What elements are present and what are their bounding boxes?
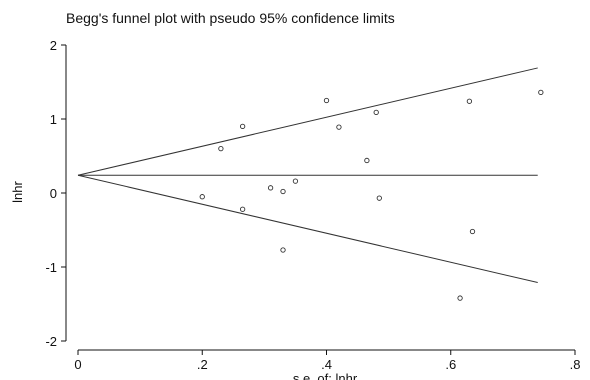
data-point <box>323 97 330 104</box>
confidence-lines <box>77 67 538 284</box>
y-tick-label: 2 <box>50 38 57 53</box>
data-point <box>457 295 463 301</box>
x-tick-label: 0 <box>74 357 81 372</box>
y-axis-label: lnhr <box>10 180 25 202</box>
x-tick-label: .8 <box>570 357 581 372</box>
y-tick-label: 1 <box>50 112 57 127</box>
x-tick-label: .4 <box>321 357 332 372</box>
data-point <box>373 109 379 115</box>
x-tick-label: .2 <box>197 357 208 372</box>
study-points <box>199 89 544 301</box>
data-point <box>280 247 286 253</box>
data-point <box>466 98 473 104</box>
x-axis-label: s.e. of: lnhr <box>293 371 358 380</box>
data-point <box>538 89 544 96</box>
data-point <box>267 185 274 191</box>
data-point <box>336 124 342 130</box>
y-tick-label: -1 <box>45 260 57 275</box>
axes: 2 1 0 -1 -2 0 .2 .4 .6 .8 <box>45 38 580 372</box>
y-tick-label: -2 <box>45 334 57 349</box>
data-point <box>292 178 299 184</box>
lower-confidence-limit <box>77 174 538 284</box>
data-point <box>376 195 382 201</box>
data-point <box>239 123 246 130</box>
data-point <box>239 206 246 212</box>
data-point <box>199 194 205 200</box>
data-point <box>280 188 286 195</box>
x-tick-label: .6 <box>445 357 456 372</box>
y-tick-label: 0 <box>50 186 57 201</box>
chart-title: Begg's funnel plot with pseudo 95% confi… <box>66 10 395 26</box>
data-point <box>218 145 224 152</box>
data-point <box>364 157 370 164</box>
data-point <box>469 228 476 235</box>
upper-confidence-limit <box>77 67 538 176</box>
